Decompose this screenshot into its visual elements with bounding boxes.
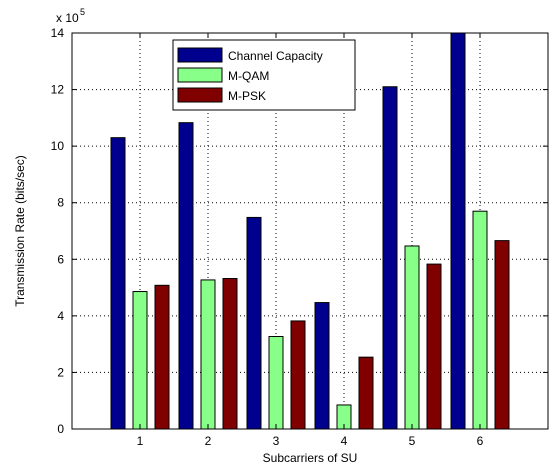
legend: Channel Capacity M-QAM M-PSK: [172, 39, 356, 111]
y-tick-label: 14: [51, 26, 65, 40]
x-tick-label: 1: [137, 434, 144, 448]
bar-m-psk: [290, 320, 306, 430]
bar-m-psk: [154, 284, 170, 430]
bar-channel-capacity: [246, 216, 262, 430]
y-tick-label: 8: [57, 196, 64, 210]
bar-m-qam: [472, 210, 488, 430]
x-tick-label: 4: [341, 434, 348, 448]
plot-frame: [71, 32, 549, 430]
bar-m-psk: [222, 278, 238, 430]
bar-channel-capacity: [314, 302, 330, 430]
y-tick-label: 4: [57, 309, 64, 323]
y-scale-label: x 10: [56, 11, 79, 25]
bar-m-psk: [358, 356, 374, 430]
bar-m-psk: [494, 240, 510, 430]
bar-m-qam: [132, 291, 148, 430]
bar-m-psk: [426, 263, 442, 430]
y-tick-label: 10: [51, 139, 65, 153]
x-tick-label: 5: [409, 434, 416, 448]
bar-channel-capacity: [450, 32, 466, 430]
x-tick-label: 2: [205, 434, 212, 448]
bar-channel-capacity: [382, 86, 398, 430]
grid: [72, 33, 548, 429]
y-tick-label: 6: [57, 252, 64, 266]
x-tick-label: 3: [273, 434, 280, 448]
y-tick-label: 12: [51, 83, 65, 97]
y-tick-label: 0: [57, 422, 64, 436]
bar-channel-capacity: [110, 137, 126, 430]
legend-swatch: [177, 47, 223, 63]
legend-label: Channel Capacity: [228, 49, 323, 63]
bar-channel-capacity: [178, 122, 194, 430]
legend-label: M-QAM: [228, 69, 269, 83]
bar-m-qam: [200, 279, 216, 430]
x-axis-label: Subcarriers of SU: [263, 451, 358, 465]
y-tick-label: 2: [57, 365, 64, 379]
legend-swatch: [177, 87, 223, 103]
y-scale-exponent: 5: [80, 7, 85, 17]
legend-label: M-PSK: [228, 89, 266, 103]
bar-m-qam: [268, 336, 284, 430]
x-tick-label: 6: [477, 434, 484, 448]
bar-m-qam: [404, 245, 420, 430]
y-axis-label: Transmission Rate (bits/sec): [13, 155, 27, 307]
legend-swatch: [177, 67, 223, 83]
